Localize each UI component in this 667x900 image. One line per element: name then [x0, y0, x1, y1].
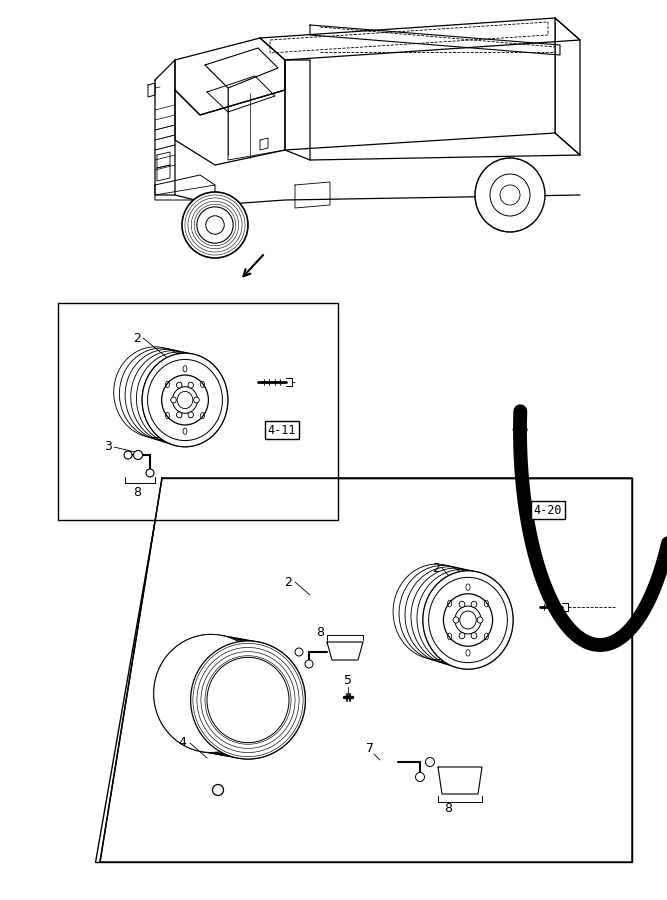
Ellipse shape: [191, 641, 305, 759]
Text: 8: 8: [444, 802, 452, 814]
Ellipse shape: [460, 611, 476, 629]
Ellipse shape: [295, 648, 303, 656]
Ellipse shape: [147, 359, 222, 441]
Ellipse shape: [146, 469, 154, 477]
Ellipse shape: [193, 397, 199, 403]
Ellipse shape: [207, 657, 289, 742]
Ellipse shape: [453, 616, 459, 623]
Text: 4: 4: [178, 736, 186, 750]
Text: 3: 3: [104, 440, 112, 454]
Polygon shape: [95, 478, 632, 862]
Ellipse shape: [173, 387, 197, 413]
Text: 7: 7: [366, 742, 374, 754]
Ellipse shape: [471, 601, 477, 608]
Ellipse shape: [459, 601, 465, 608]
Ellipse shape: [182, 192, 248, 258]
Ellipse shape: [475, 158, 545, 232]
Ellipse shape: [177, 382, 182, 388]
Ellipse shape: [205, 216, 224, 234]
Text: 5: 5: [344, 673, 352, 687]
Ellipse shape: [213, 785, 223, 796]
Ellipse shape: [188, 412, 193, 418]
Text: 8: 8: [133, 485, 141, 499]
Text: 8: 8: [316, 626, 324, 638]
Ellipse shape: [177, 412, 182, 418]
Ellipse shape: [500, 185, 520, 205]
Ellipse shape: [429, 578, 508, 662]
Text: 2: 2: [133, 331, 141, 345]
Text: 2: 2: [432, 562, 440, 574]
Ellipse shape: [171, 397, 176, 403]
Text: 2: 2: [284, 575, 292, 589]
Ellipse shape: [177, 392, 193, 409]
Ellipse shape: [477, 616, 483, 623]
Ellipse shape: [426, 758, 434, 767]
Ellipse shape: [161, 375, 208, 425]
Text: 4-20: 4-20: [534, 503, 562, 517]
Ellipse shape: [133, 451, 143, 460]
Ellipse shape: [124, 451, 132, 459]
Ellipse shape: [444, 594, 493, 646]
Ellipse shape: [471, 633, 477, 639]
Ellipse shape: [455, 606, 481, 634]
Ellipse shape: [490, 174, 530, 216]
Ellipse shape: [142, 353, 228, 446]
Text: 4-11: 4-11: [267, 424, 296, 436]
Ellipse shape: [197, 207, 233, 243]
Ellipse shape: [305, 660, 313, 668]
Ellipse shape: [459, 633, 465, 639]
Ellipse shape: [416, 772, 424, 781]
Ellipse shape: [188, 382, 193, 388]
Ellipse shape: [423, 571, 513, 670]
Bar: [58, 303, 338, 520]
Ellipse shape: [153, 634, 269, 752]
